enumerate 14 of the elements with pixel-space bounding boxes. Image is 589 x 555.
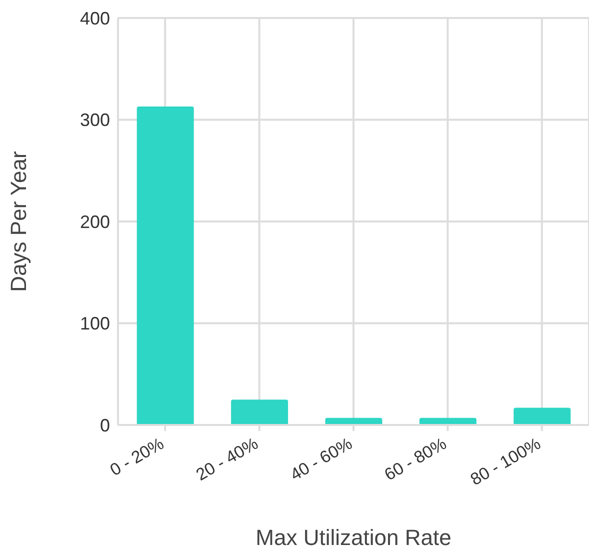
- y-tick-label: 100: [80, 314, 110, 334]
- y-tick-label: 0: [100, 415, 110, 436]
- bar: [136, 106, 194, 425]
- y-axis-title: Days Per Year: [6, 151, 31, 292]
- bar: [514, 408, 571, 425]
- y-tick-label: 300: [80, 110, 110, 130]
- y-tick-label: 200: [80, 212, 110, 232]
- x-tick-label: 40 - 60%: [287, 434, 356, 484]
- x-tick-label: 0 - 20%: [106, 434, 168, 480]
- bar: [231, 400, 288, 425]
- x-tick-label: 60 - 80%: [381, 434, 450, 484]
- x-tick-label: 20 - 40%: [192, 434, 262, 484]
- x-axis-title: Max Utilization Rate: [256, 525, 452, 550]
- y-tick-label: 400: [80, 8, 110, 28]
